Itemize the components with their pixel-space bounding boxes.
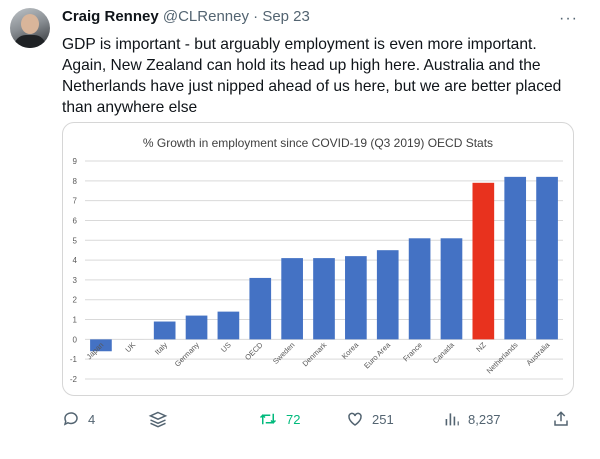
avatar[interactable] bbox=[10, 8, 50, 48]
y-tick-label: 3 bbox=[73, 276, 78, 285]
y-tick-label: 5 bbox=[73, 236, 78, 245]
reply-count: 4 bbox=[88, 411, 96, 427]
avatar-face bbox=[21, 14, 39, 34]
author-name[interactable]: Craig Renney bbox=[62, 8, 159, 25]
x-tick-label: Sweden bbox=[271, 340, 297, 366]
action-bar: 4 72 251 8,237 bbox=[62, 410, 582, 434]
stack-icon bbox=[148, 411, 168, 428]
retweet-count: 72 bbox=[286, 411, 301, 427]
bar-italy bbox=[153, 321, 176, 340]
bar-oecd bbox=[249, 277, 272, 340]
separator-dot: · bbox=[253, 8, 259, 25]
retweet-icon bbox=[259, 413, 277, 425]
avatar-body bbox=[14, 35, 46, 48]
share-button[interactable] bbox=[552, 410, 578, 428]
y-tick-label: -1 bbox=[70, 355, 78, 364]
bar-australia bbox=[536, 176, 558, 340]
bar-germany bbox=[185, 315, 208, 340]
more-icon[interactable]: ··· bbox=[559, 10, 578, 27]
chart-title: % Growth in employment since COVID-19 (Q… bbox=[143, 136, 493, 150]
author-handle[interactable]: @CLRenney bbox=[162, 8, 249, 25]
bar-japan bbox=[90, 339, 112, 352]
x-tick-label: Euro Area bbox=[362, 340, 393, 371]
view-count: 8,237 bbox=[468, 411, 501, 427]
views-icon bbox=[445, 413, 459, 426]
x-tick-label: US bbox=[219, 340, 233, 354]
chart-card[interactable]: % Growth in employment since COVID-19 (Q… bbox=[62, 122, 574, 396]
x-tick-label: Italy bbox=[153, 340, 169, 356]
bar-chart: % Growth in employment since COVID-19 (Q… bbox=[70, 136, 563, 384]
bar-euro-area bbox=[376, 250, 399, 340]
y-tick-label: 0 bbox=[73, 335, 78, 344]
x-tick-label: Germany bbox=[173, 340, 201, 368]
share-icon bbox=[554, 411, 568, 426]
bar-denmark bbox=[313, 258, 335, 340]
y-tick-label: 8 bbox=[73, 177, 78, 186]
like-button[interactable]: 251 bbox=[346, 410, 394, 428]
y-tick-label: 4 bbox=[73, 256, 78, 265]
x-tick-label: Denmark bbox=[301, 340, 329, 368]
tweet-date[interactable]: Sep 23 bbox=[262, 8, 310, 25]
reply-icon bbox=[63, 412, 78, 426]
heart-icon bbox=[348, 412, 362, 426]
tweet-header: Craig Renney @CLRenney · Sep 23 bbox=[62, 8, 310, 25]
x-tick-label: Australia bbox=[524, 340, 552, 368]
bar-korea bbox=[345, 256, 367, 340]
y-tick-label: 2 bbox=[73, 296, 78, 305]
y-tick-label: 7 bbox=[73, 197, 78, 206]
y-tick-label: 9 bbox=[73, 157, 78, 166]
x-tick-label: France bbox=[401, 340, 424, 363]
x-tick-label: Netherlands bbox=[485, 340, 520, 375]
like-count: 251 bbox=[372, 411, 394, 427]
x-tick-label: Canada bbox=[431, 340, 457, 366]
y-tick-label: 1 bbox=[73, 316, 78, 325]
y-tick-label: -2 bbox=[70, 375, 78, 384]
stack-button[interactable] bbox=[148, 410, 176, 430]
x-tick-label: Korea bbox=[340, 340, 361, 361]
tweet-text: GDP is important - but arguably employme… bbox=[62, 36, 562, 116]
bar-netherlands bbox=[504, 176, 527, 340]
x-tick-label: NZ bbox=[474, 340, 488, 354]
bar-nz bbox=[472, 182, 495, 340]
bar-france bbox=[408, 238, 431, 340]
retweet-button[interactable]: 72 bbox=[258, 410, 300, 428]
views-button[interactable]: 8,237 bbox=[444, 410, 501, 428]
x-tick-label: UK bbox=[123, 340, 137, 354]
bar-canada bbox=[440, 238, 463, 340]
y-tick-label: 6 bbox=[73, 216, 78, 225]
bar-sweden bbox=[281, 258, 303, 340]
reply-button[interactable]: 4 bbox=[62, 410, 95, 428]
bar-us bbox=[217, 311, 240, 340]
